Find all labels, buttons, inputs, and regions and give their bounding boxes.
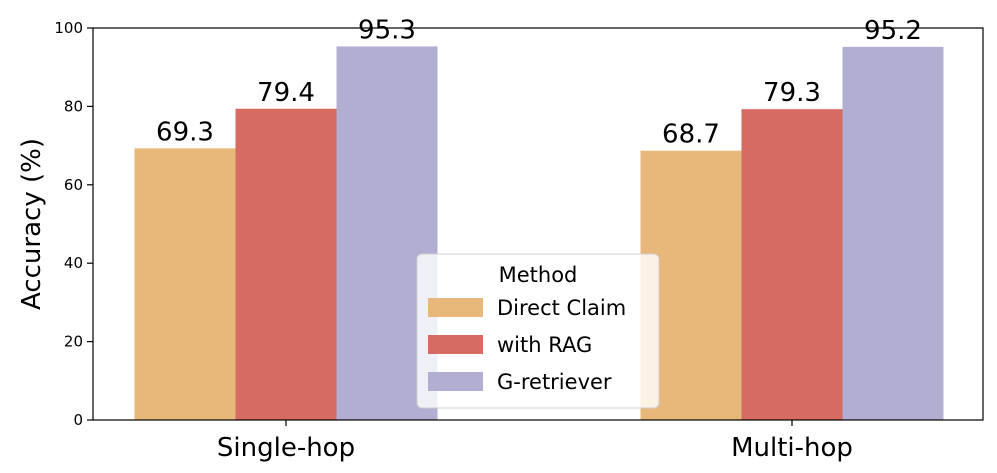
y-tick-label: 20 [64,333,83,351]
legend-entry-label: with RAG [497,333,592,357]
legend-box [416,253,660,409]
bar [235,108,337,420]
legend-entry-label: G-retriever [497,370,612,394]
legend-swatch [428,298,483,317]
bar [134,148,236,420]
bar [842,46,944,420]
y-axis: 0 20 40 60 80 100 [54,19,93,429]
data-label: 79.3 [763,78,821,108]
data-label: 69.3 [156,117,214,147]
data-label: 68.7 [662,120,720,150]
y-tick-label: 80 [64,97,83,115]
data-label: 79.4 [257,78,315,108]
legend-title: Method [499,263,578,287]
y-tick-label: 0 [73,411,83,429]
legend-swatch [428,372,483,391]
data-label: 95.2 [864,16,922,46]
y-tick-label: 40 [64,254,83,272]
data-label: 95.3 [358,15,416,45]
legend-swatch [428,335,483,354]
x-tick-label: Single-hop [217,433,355,463]
bar [741,109,843,421]
y-axis-label: Accuracy (%) [17,138,47,310]
legend: Method Direct Claim with RAG G-retriever [416,253,660,409]
plot-frame [92,27,984,421]
y-tick-label: 100 [54,19,83,37]
y-tick-label: 60 [64,176,83,194]
x-axis: Single-hop Multi-hop [217,420,853,463]
x-tick-label: Multi-hop [731,433,853,463]
legend-entry-label: Direct Claim [497,296,626,320]
bars-layer [134,46,944,421]
data-labels-layer: 69.3 79.4 95.3 68.7 79.3 95.2 [156,15,922,149]
